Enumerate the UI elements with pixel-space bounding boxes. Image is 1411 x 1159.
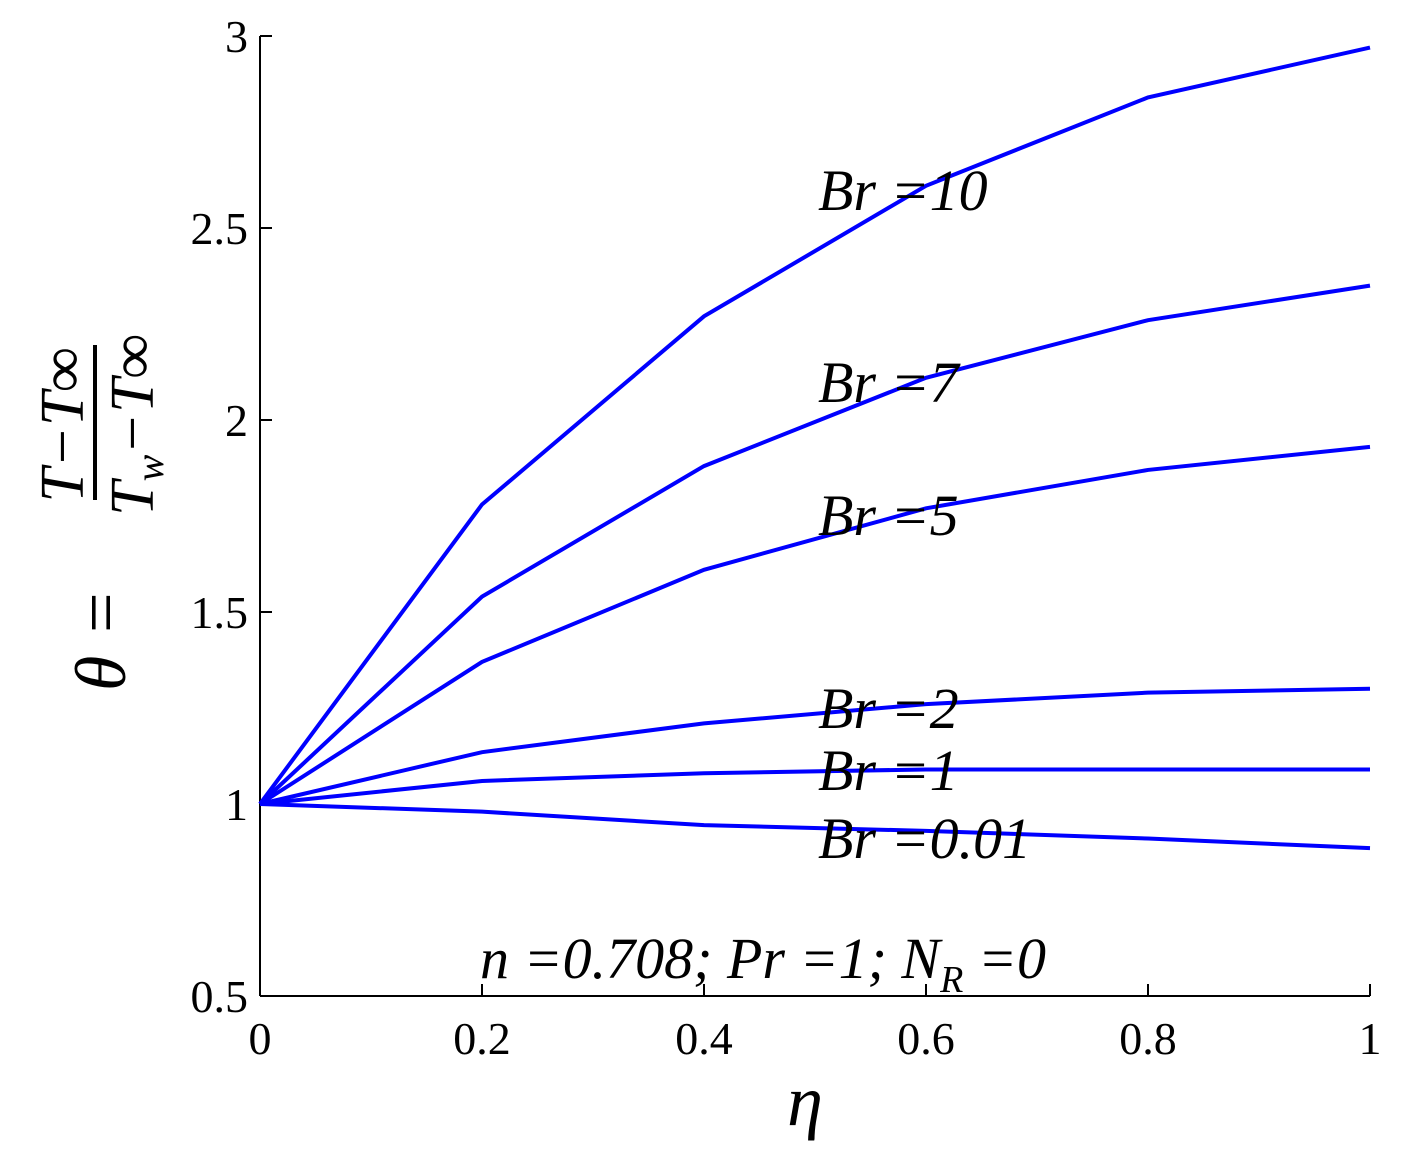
x-tick-label: 0.8 [1119, 1013, 1177, 1064]
note-sub: R [939, 959, 963, 1001]
series-label: Br =1 [818, 738, 959, 803]
y-label-den-rest: −T∞ [99, 334, 167, 455]
x-tick-label: 0.4 [675, 1013, 733, 1064]
y-label-lhs: θ = [61, 589, 141, 691]
x-tick-label: 0 [249, 1013, 272, 1064]
x-axis-label: η [787, 1061, 823, 1141]
y-axis-label: θ = T−T∞ Tw−T∞ [29, 334, 172, 691]
series-line [258, 444, 1371, 806]
x-tick-label: 0.6 [897, 1013, 955, 1064]
series-line [258, 283, 1371, 806]
series-label: Br =7 [818, 350, 961, 415]
series-label: Br =2 [818, 676, 959, 741]
series-label: Br =0.01 [818, 806, 1031, 871]
y-tick-label: 1 [225, 779, 248, 830]
note-main: n =0.708; Pr =1; N [480, 926, 943, 991]
x-tick-label: 1 [1359, 1013, 1382, 1064]
y-tick-label: 3 [225, 11, 248, 62]
y-label-den-t: T [99, 477, 167, 516]
x-tick-label: 0.2 [453, 1013, 511, 1064]
series-line [259, 767, 1370, 806]
y-label-den-sub: w [127, 454, 172, 481]
series-line [259, 686, 1371, 806]
series-label: Br =5 [818, 483, 959, 548]
y-tick-label: 2.5 [191, 203, 249, 254]
note-end: =0 [963, 926, 1046, 991]
y-label-den: Tw−T∞ [99, 334, 172, 516]
y-label-num: T−T∞ [29, 348, 97, 503]
y-tick-label: 2 [225, 395, 248, 446]
series-label: Br =10 [818, 158, 988, 223]
parameter-note: n =0.708; Pr =1; NR =0 [480, 926, 1046, 1001]
series-line [259, 802, 1371, 851]
y-tick-label: 1.5 [191, 587, 249, 638]
series-line [258, 45, 1371, 806]
y-tick-label: 0.5 [191, 971, 249, 1022]
